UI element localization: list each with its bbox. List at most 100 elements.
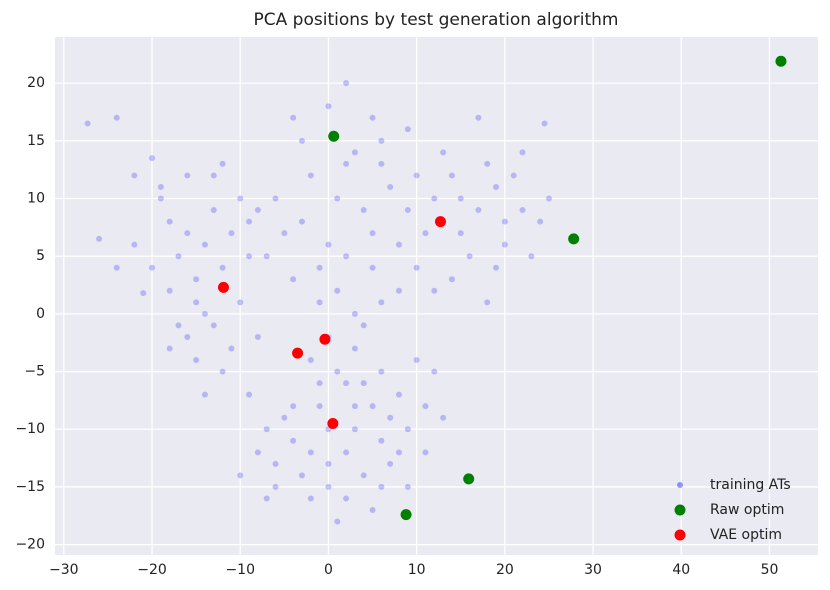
legend-marker xyxy=(674,504,686,516)
y-tick-label: 10 xyxy=(27,191,45,207)
point xyxy=(290,437,297,444)
y-tick-label: −20 xyxy=(15,537,45,553)
point xyxy=(440,414,447,421)
x-tick-label: −10 xyxy=(225,562,255,578)
x-tick-label: −30 xyxy=(49,562,79,578)
point xyxy=(396,287,403,294)
point xyxy=(328,130,340,142)
point xyxy=(343,495,350,502)
point xyxy=(369,114,376,121)
point xyxy=(334,195,341,202)
point xyxy=(149,264,156,271)
point xyxy=(219,160,226,167)
point xyxy=(325,483,332,490)
point xyxy=(316,264,323,271)
point xyxy=(431,287,438,294)
point xyxy=(396,241,403,248)
point xyxy=(431,195,438,202)
point xyxy=(775,55,787,67)
point xyxy=(327,417,339,429)
point xyxy=(166,218,173,225)
x-tick-label: 0 xyxy=(324,562,333,578)
point xyxy=(201,241,208,248)
point xyxy=(298,137,305,144)
point xyxy=(210,322,217,329)
legend-marker xyxy=(674,529,686,541)
point xyxy=(457,195,464,202)
point xyxy=(290,276,297,283)
point xyxy=(219,368,226,375)
point xyxy=(246,391,253,398)
point xyxy=(400,509,412,521)
point xyxy=(501,218,508,225)
point xyxy=(369,507,376,514)
point xyxy=(369,403,376,410)
point xyxy=(334,368,341,375)
point xyxy=(343,253,350,260)
x-tick-label: 30 xyxy=(584,562,602,578)
point xyxy=(210,172,217,179)
point xyxy=(246,218,253,225)
point xyxy=(475,114,482,121)
point xyxy=(281,414,288,421)
point xyxy=(131,172,138,179)
point xyxy=(175,322,182,329)
point xyxy=(466,253,473,260)
point xyxy=(334,287,341,294)
point xyxy=(378,137,385,144)
point xyxy=(413,264,420,271)
point xyxy=(254,207,261,214)
point xyxy=(325,241,332,248)
y-tick-label: −5 xyxy=(24,364,45,380)
y-tick-label: −15 xyxy=(15,479,45,495)
point xyxy=(219,264,226,271)
point xyxy=(440,149,447,156)
point xyxy=(378,437,385,444)
point xyxy=(351,310,358,317)
x-tick-label: −20 xyxy=(137,562,167,578)
plot-area xyxy=(55,37,818,555)
point xyxy=(369,264,376,271)
point xyxy=(272,195,279,202)
point xyxy=(298,218,305,225)
point xyxy=(493,264,500,271)
point xyxy=(84,120,91,127)
point xyxy=(193,276,200,283)
chart-title: PCA positions by test generation algorit… xyxy=(254,10,619,30)
y-tick-label: 5 xyxy=(36,248,45,264)
point xyxy=(263,253,270,260)
point xyxy=(201,391,208,398)
point xyxy=(96,235,103,242)
point xyxy=(246,253,253,260)
point xyxy=(193,299,200,306)
point xyxy=(528,253,535,260)
point xyxy=(431,368,438,375)
point xyxy=(307,357,314,364)
point xyxy=(307,449,314,456)
point xyxy=(263,426,270,433)
point xyxy=(378,368,385,375)
point xyxy=(237,472,244,479)
point xyxy=(334,518,341,525)
point xyxy=(325,103,332,110)
point xyxy=(510,172,517,179)
point xyxy=(360,380,367,387)
point xyxy=(316,380,323,387)
point xyxy=(175,253,182,260)
point xyxy=(493,183,500,190)
point xyxy=(568,233,580,245)
point xyxy=(404,207,411,214)
point xyxy=(457,230,464,237)
point xyxy=(541,120,548,127)
point xyxy=(519,207,526,214)
point xyxy=(378,160,385,167)
point xyxy=(404,483,411,490)
point xyxy=(316,403,323,410)
point xyxy=(290,114,297,121)
point xyxy=(184,172,191,179)
point xyxy=(351,403,358,410)
point xyxy=(378,299,385,306)
x-tick-label: 10 xyxy=(408,562,426,578)
point xyxy=(422,403,429,410)
